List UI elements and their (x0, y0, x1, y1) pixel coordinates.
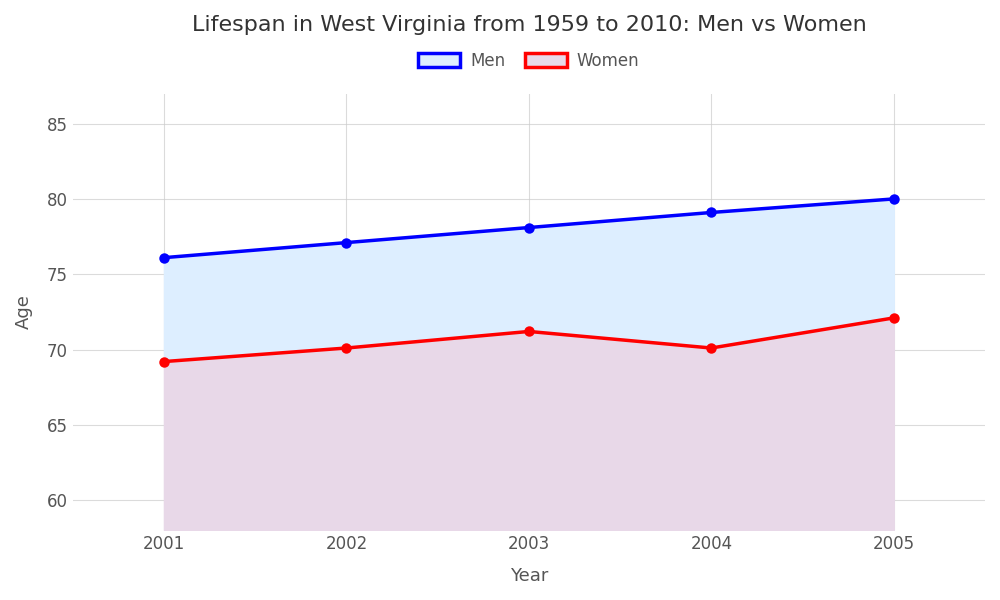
X-axis label: Year: Year (510, 567, 548, 585)
Legend: Men, Women: Men, Women (412, 45, 646, 76)
Title: Lifespan in West Virginia from 1959 to 2010: Men vs Women: Lifespan in West Virginia from 1959 to 2… (192, 15, 866, 35)
Y-axis label: Age: Age (15, 295, 33, 329)
